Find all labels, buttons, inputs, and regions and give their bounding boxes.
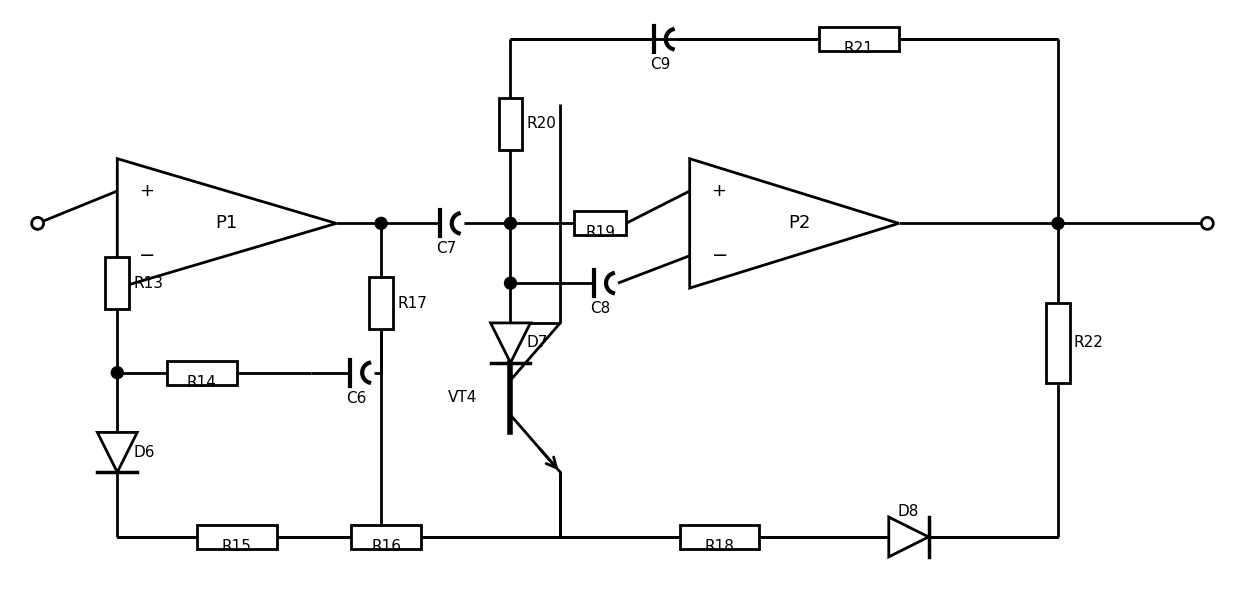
Text: R18: R18 — [704, 539, 734, 554]
Text: C9: C9 — [650, 57, 670, 72]
Circle shape — [1202, 218, 1213, 229]
Bar — [498, 98, 522, 150]
Text: +: + — [712, 182, 727, 200]
Text: P2: P2 — [787, 215, 811, 232]
Polygon shape — [98, 432, 138, 472]
Text: R17: R17 — [397, 295, 427, 311]
Bar — [1047, 303, 1070, 383]
Polygon shape — [118, 159, 336, 288]
Bar — [167, 361, 237, 384]
Text: R13: R13 — [133, 276, 164, 291]
Circle shape — [112, 367, 123, 379]
Text: −: − — [712, 246, 728, 265]
Polygon shape — [889, 517, 929, 557]
Circle shape — [32, 218, 43, 229]
Polygon shape — [689, 159, 899, 288]
Text: D8: D8 — [898, 504, 919, 519]
Text: −: − — [139, 246, 155, 265]
Bar — [351, 525, 420, 549]
Circle shape — [376, 218, 387, 229]
Bar — [197, 525, 277, 549]
Bar — [105, 257, 129, 309]
Text: R22: R22 — [1074, 335, 1104, 351]
Bar — [680, 525, 759, 549]
Bar — [820, 27, 899, 51]
Text: C6: C6 — [346, 390, 366, 406]
Bar — [370, 277, 393, 329]
Text: R15: R15 — [222, 539, 252, 554]
Text: VT4: VT4 — [448, 390, 477, 405]
Circle shape — [1052, 218, 1064, 229]
Polygon shape — [491, 323, 531, 363]
Bar — [574, 211, 626, 235]
Text: R14: R14 — [187, 375, 217, 390]
Text: D7: D7 — [527, 335, 548, 351]
Text: C7: C7 — [435, 242, 456, 256]
Text: R20: R20 — [527, 116, 557, 131]
Text: P1: P1 — [216, 215, 238, 232]
Circle shape — [505, 277, 517, 289]
Circle shape — [505, 218, 517, 229]
Text: +: + — [139, 182, 154, 200]
Text: R19: R19 — [585, 226, 615, 240]
Text: C8: C8 — [590, 301, 610, 316]
Text: R16: R16 — [371, 539, 401, 554]
Text: R21: R21 — [844, 41, 874, 56]
Text: D6: D6 — [133, 445, 155, 460]
